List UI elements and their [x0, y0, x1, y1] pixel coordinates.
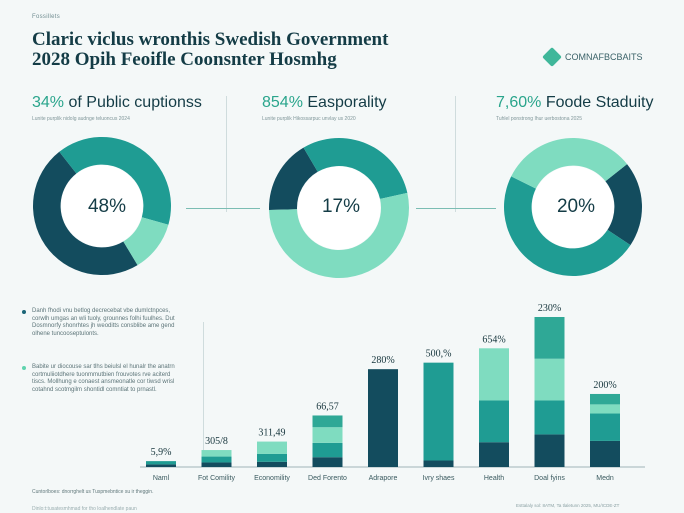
bar-segment: [479, 348, 509, 401]
legend-dot-icon: [22, 310, 26, 314]
bar-segment: [201, 456, 232, 463]
bar-segment: [368, 369, 398, 467]
footnote: Esttalaly sol: 8ATM, Ta tlaletunn 2025, …: [516, 503, 620, 508]
kpi-2-pct: 854%: [262, 94, 303, 111]
bar-segment: [423, 362, 454, 461]
footer-note: Dinlo:t:tusatesmhmad for tho loalhendlat…: [32, 506, 137, 512]
donut-3-segment: [605, 164, 642, 246]
kpi-1-pct: 34%: [32, 94, 65, 111]
legend-text-1: Danh fhodi vnu betlog decrecebat vbe dum…: [32, 308, 175, 337]
bar-segment: [423, 460, 454, 467]
donut-hole: [532, 166, 614, 248]
bar-segment: [590, 393, 620, 405]
bar-category-label: Ded Forento: [308, 475, 347, 482]
bar-segment: [534, 434, 565, 467]
divider: [203, 322, 204, 466]
legend-dot-icon: [22, 366, 26, 370]
bar-category-label: Economility: [254, 475, 290, 482]
donut-3-label: 20%: [556, 196, 596, 217]
bar-category-label: Adrapore: [369, 475, 398, 482]
kpi-1: 34% of Public cuptionss Lunite purplik n…: [32, 94, 202, 122]
brand-name: COMNAFBCBAITS: [565, 52, 643, 62]
bar-category-label: Naml: [153, 475, 170, 482]
bar-segment: [534, 358, 565, 401]
bar-value-label: 311,49: [258, 428, 285, 439]
kpi-3-subtitle: Tuhlel ponstrong Ihur uerbostona 2025: [496, 116, 582, 122]
title-line-1: Claric viclus wronthis Swedish Governmen…: [32, 29, 389, 50]
donut-1-segment: [59, 137, 171, 225]
kpi-1-subtitle: Lunite purplik nidolg audnge teluoncus 2…: [32, 116, 130, 122]
bar-segment: [312, 442, 343, 458]
bar-value-label: 280%: [371, 355, 394, 366]
bar-segment: [312, 415, 343, 428]
donut-hole: [297, 166, 381, 250]
bar-segment: [201, 450, 232, 457]
footer-source: Cuntorlboes: dnorrghelt us Tuspmebntice …: [32, 489, 154, 495]
bar-value-label: 500,%: [426, 349, 452, 360]
page-title: Claric viclus wronthis Swedish Governmen…: [32, 30, 388, 70]
bar-segment: [479, 442, 509, 467]
bar-value-label: 230%: [538, 303, 561, 314]
bar-category-label: Ivry shaes: [423, 475, 455, 482]
bar-category-label: Medn: [596, 475, 614, 482]
bar-segment: [201, 462, 232, 467]
donut-chart-3: [504, 138, 642, 276]
bar-value-label: 5,9%: [151, 447, 172, 458]
donut-1-segment: [123, 217, 169, 266]
bar-segment: [146, 461, 176, 465]
brand-logo: COMNAFBCBAITS: [542, 47, 643, 67]
title-line-2: 2028 Opih Feoifle Coonsnter Hosmhg: [32, 49, 337, 70]
bar-value-label: 654%: [482, 334, 505, 345]
donut-3-segment: [511, 138, 628, 189]
donut-2-segment: [269, 147, 318, 211]
bar-segment: [257, 441, 287, 454]
bar-segment: [257, 461, 287, 467]
donut-2-segment: [269, 192, 409, 278]
legend-item-1: Danh fhodi vnu betlog decrecebat vbe dum…: [22, 308, 182, 338]
bar-segment: [479, 400, 509, 443]
kpi-3-pct: 7,60%: [496, 94, 542, 111]
bar-segment: [257, 453, 287, 462]
donut-2-label: 17%: [321, 196, 361, 217]
bar-category-label: Health: [484, 475, 504, 482]
connector-line: [416, 208, 496, 209]
bar-segment: [590, 413, 620, 441]
legend-text-2: Babite ur diocouse sar tlhs beiulsl el h…: [32, 364, 175, 393]
kpi-3: 7,60% Foode Staduity Tuhlel ponstrong Ih…: [496, 94, 653, 122]
report-kicker: Fossillets: [32, 14, 61, 20]
bar-segment: [590, 440, 620, 467]
bar-value-label: 305/8: [205, 436, 228, 447]
bar-segment: [312, 457, 343, 467]
bar-segment: [534, 317, 565, 359]
connector-line: [186, 208, 260, 209]
donut-3-segment: [504, 176, 631, 276]
donut-2-segment: [303, 138, 408, 199]
legend-item-2: Babite ur diocouse sar tlhs beiulsl el h…: [22, 364, 182, 394]
kpi-2: 854% Easporality Lunite purplik Hikossar…: [262, 94, 387, 122]
kpi-2-label: Easporality: [307, 94, 387, 111]
kpi-1-label: of Public cuptionss: [68, 94, 202, 111]
bar-segment: [590, 404, 620, 414]
bar-category-label: Doal fyins: [534, 475, 565, 482]
bar-value-label: 66,57: [316, 401, 339, 412]
kpi-3-label: Foode Staduity: [545, 94, 654, 111]
divider: [455, 96, 456, 212]
bar-segment: [146, 464, 176, 467]
bar-segment: [534, 400, 565, 435]
donut-hole: [61, 165, 143, 247]
donut-1-label: 48%: [87, 196, 127, 217]
kpi-2-subtitle: Lunite purplik Hikossarpuc unvlay us 202…: [262, 116, 356, 122]
donut-chart-1: [32, 137, 171, 275]
donut-chart-2: [269, 138, 409, 278]
bar-category-label: Fot Comility: [198, 475, 235, 482]
bar-value-label: 200%: [593, 380, 616, 391]
bar-segment: [312, 427, 343, 443]
donut-1-segment: [32, 151, 138, 275]
divider: [226, 96, 227, 212]
